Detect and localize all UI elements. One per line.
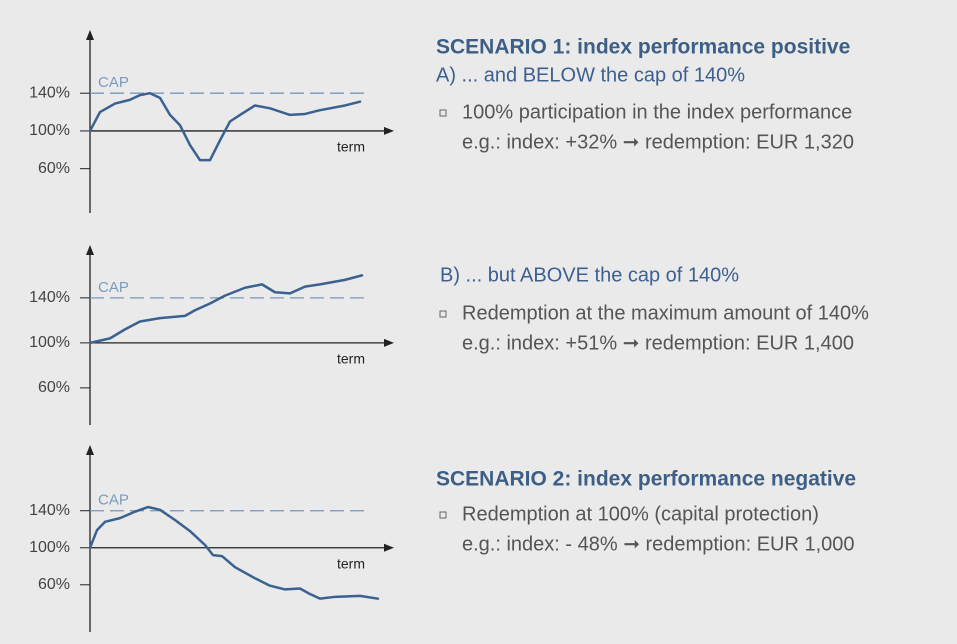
bullet-text: e.g.: index: - 48% ➞ redemption: EUR 1,0… xyxy=(462,533,855,555)
x-axis-arrow xyxy=(384,338,394,347)
y-tick-label: 100% xyxy=(29,122,70,139)
bullet-text: Redemption at the maximum amount of 140% xyxy=(462,302,869,324)
y-tick-label: 100% xyxy=(29,334,70,351)
y-axis-arrow xyxy=(86,445,94,455)
bullet xyxy=(439,310,447,318)
cap-label: CAP xyxy=(98,74,129,91)
bullet-text: 100% participation in the index performa… xyxy=(462,101,852,123)
index-line xyxy=(88,91,362,162)
y-tick-label: 60% xyxy=(38,379,70,396)
y-tick-label: 100% xyxy=(29,539,70,556)
panel-heading: SCENARIO 1: index performance positive xyxy=(436,36,850,59)
panel-subheading: B) ... but ABOVE the cap of 140% xyxy=(440,264,739,286)
bullet-text: Redemption at 100% (capital protection) xyxy=(462,503,819,525)
bullet-text: e.g.: index: +51% ➞ redemption: EUR 1,40… xyxy=(462,332,854,354)
x-axis-label: term xyxy=(337,555,365,571)
x-axis-arrow xyxy=(384,126,394,135)
y-tick-label: 60% xyxy=(38,576,70,593)
bullet xyxy=(439,109,447,117)
y-tick-label: 140% xyxy=(29,289,70,306)
y-tick-label: 140% xyxy=(29,502,70,519)
x-axis-label: term xyxy=(337,139,365,155)
cap-label: CAP xyxy=(98,279,129,296)
y-tick-label: 60% xyxy=(38,160,70,177)
x-axis-label: term xyxy=(337,351,365,367)
index-line xyxy=(88,505,380,600)
y-tick-label: 140% xyxy=(29,84,70,101)
index-line xyxy=(88,274,364,345)
bullet xyxy=(439,511,447,519)
y-axis-arrow xyxy=(86,245,94,255)
y-axis-arrow xyxy=(86,30,94,40)
x-axis-arrow xyxy=(384,543,394,552)
panel-subheading: A) ... and BELOW the cap of 140% xyxy=(436,64,745,86)
panel-heading: SCENARIO 2: index performance negative xyxy=(436,468,856,491)
bullet-text: e.g.: index: +32% ➞ redemption: EUR 1,32… xyxy=(462,131,854,153)
cap-label: CAP xyxy=(98,492,129,509)
